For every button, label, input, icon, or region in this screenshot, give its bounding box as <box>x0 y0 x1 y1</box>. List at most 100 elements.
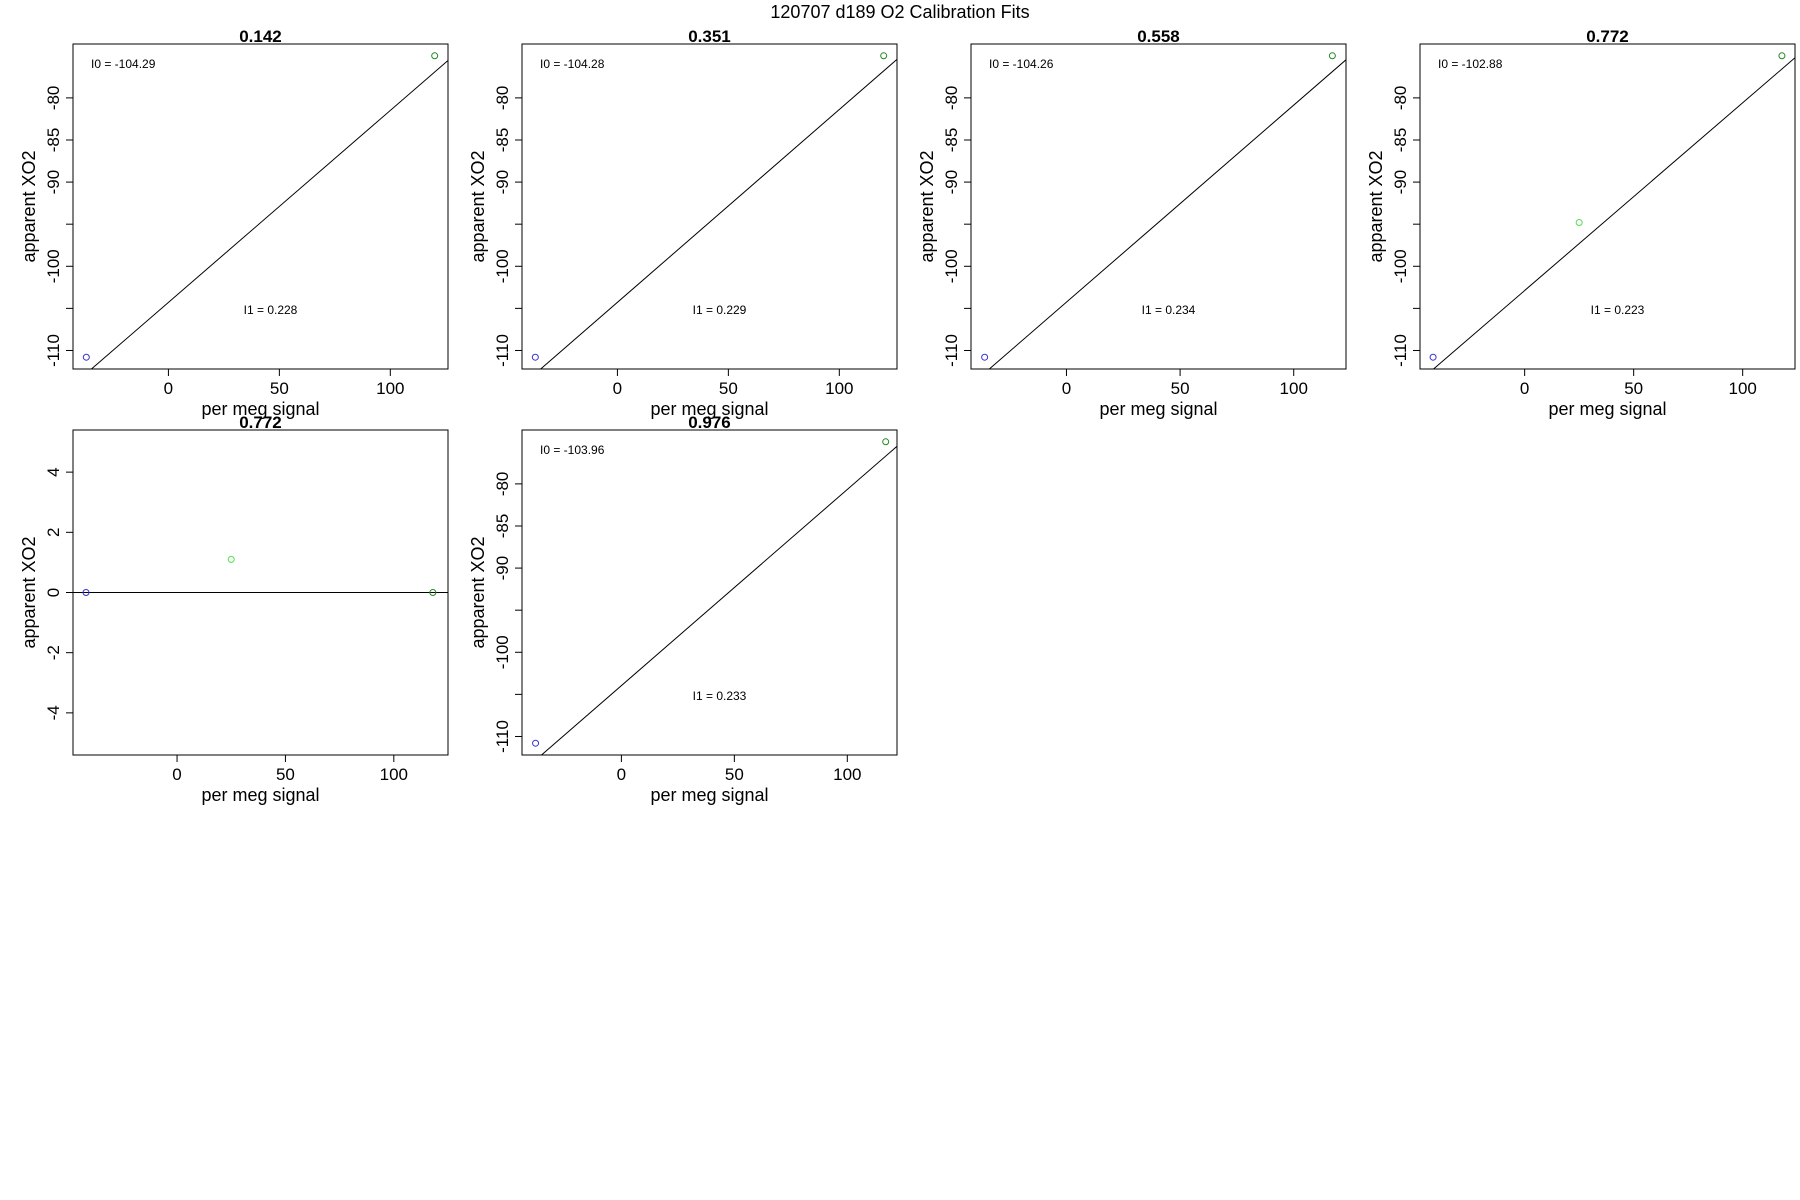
y-tick-label: -2 <box>44 645 63 660</box>
y-tick-label: -85 <box>493 514 512 539</box>
x-tick-label: 100 <box>1280 379 1308 398</box>
x-tick-label: 0 <box>1520 379 1529 398</box>
y-tick-label: -100 <box>1391 249 1410 283</box>
panel-title: 0.772 <box>1586 27 1629 46</box>
y-axis-label: apparent XO2 <box>19 150 39 262</box>
plot-frame <box>521 429 898 756</box>
panel-title: 0.351 <box>688 27 731 46</box>
fit-line <box>540 445 897 755</box>
x-tick-label: 50 <box>1624 379 1643 398</box>
slope-annotation: I1 = 0.229 <box>693 303 747 317</box>
y-axis-label: apparent XO2 <box>1366 150 1386 262</box>
x-tick-label: 100 <box>1728 379 1756 398</box>
y-tick-label: 0 <box>44 588 63 597</box>
y-tick-label: -100 <box>493 635 512 669</box>
x-tick-label: 0 <box>613 379 622 398</box>
data-point <box>1575 218 1583 226</box>
slope-annotation: I1 = 0.223 <box>1591 303 1645 317</box>
data-point <box>431 52 439 60</box>
y-axis-label: apparent XO2 <box>917 150 937 262</box>
intercept-annotation: I0 = -103.96 <box>540 443 605 457</box>
y-tick-label: 4 <box>44 467 63 476</box>
y-tick-label: -110 <box>493 720 512 753</box>
y-tick-label: -90 <box>493 170 512 195</box>
figure-title: 120707 d189 O2 Calibration Fits <box>770 2 1029 22</box>
data-point <box>531 353 539 361</box>
data-point <box>880 52 888 60</box>
plot-frame <box>521 43 898 370</box>
y-tick-label: -90 <box>942 170 961 195</box>
data-point <box>532 739 540 747</box>
data-point <box>227 555 235 563</box>
x-tick-label: 50 <box>719 379 738 398</box>
y-tick-label: -90 <box>1391 170 1410 195</box>
chart-panel-2: 0.351 0 50 100 -110 -100 -90 -85 -80 per meg sign… <box>468 27 898 419</box>
intercept-annotation: I0 = -104.29 <box>91 57 156 71</box>
data-point <box>1778 52 1786 60</box>
y-tick-label: -110 <box>493 334 512 367</box>
x-tick-label: 100 <box>825 379 853 398</box>
x-tick-label: 50 <box>270 379 289 398</box>
data-point <box>429 589 437 596</box>
y-tick-label: -110 <box>1391 334 1410 367</box>
y-tick-label: 2 <box>44 528 63 537</box>
panel-title: 0.142 <box>239 27 282 46</box>
chart-panel-1: 0.142 0 50 100 -110 -100 -90 -85 -80 per meg sign… <box>19 27 449 419</box>
y-tick-label: -100 <box>942 249 961 283</box>
y-tick-label: -110 <box>942 334 961 367</box>
panel-title: 0.976 <box>688 413 731 432</box>
y-axis-label: apparent XO2 <box>468 150 488 262</box>
intercept-annotation: I0 = -104.28 <box>540 57 605 71</box>
x-axis-label: per meg signal <box>1099 399 1217 419</box>
x-axis-label: per meg signal <box>650 399 768 419</box>
data-point <box>882 438 890 446</box>
x-tick-label: 100 <box>380 765 408 784</box>
x-tick-label: 50 <box>1171 379 1190 398</box>
y-tick-label: -90 <box>493 556 512 581</box>
fit-line <box>90 60 448 369</box>
panel-title: 0.772 <box>239 413 282 432</box>
chart-panel-6: 0.976 0 50 100 -110 -100 -90 -85 -80 per meg sign… <box>468 413 898 805</box>
slope-annotation: I1 = 0.234 <box>1142 303 1196 317</box>
y-tick-label: -110 <box>44 334 63 367</box>
y-tick-label: -80 <box>44 86 63 111</box>
plot-frame <box>970 43 1347 370</box>
y-tick-label: -80 <box>493 472 512 497</box>
x-axis-label: per meg signal <box>201 785 319 805</box>
y-tick-label: -80 <box>942 86 961 111</box>
chart-panel-5: 0.772 0 50 100 -4 -2 0 2 4 per meg signal apparent… <box>19 413 449 805</box>
intercept-annotation: I0 = -102.88 <box>1438 57 1503 71</box>
x-tick-label: 0 <box>1062 379 1071 398</box>
fit-line <box>1432 57 1795 369</box>
y-tick-label: -85 <box>942 128 961 153</box>
data-point <box>1328 52 1336 60</box>
x-tick-label: 0 <box>172 765 181 784</box>
x-tick-label: 100 <box>376 379 404 398</box>
data-point <box>82 353 90 361</box>
y-tick-label: -80 <box>1391 86 1410 111</box>
x-tick-label: 0 <box>617 765 626 784</box>
plot-frame <box>1419 43 1796 370</box>
x-axis-label: per meg signal <box>201 399 319 419</box>
y-tick-label: -85 <box>44 128 63 153</box>
slope-annotation: I1 = 0.233 <box>693 689 747 703</box>
x-tick-label: 100 <box>833 765 861 784</box>
panel-title: 0.558 <box>1137 27 1180 46</box>
x-tick-label: 50 <box>276 765 295 784</box>
plot-frame <box>72 43 449 370</box>
y-tick-label: -90 <box>44 170 63 195</box>
y-tick-label: -100 <box>493 249 512 283</box>
panels-group: 0.142 0 50 100 -110 -100 -90 -85 -80 per meg sign… <box>19 27 1796 805</box>
slope-annotation: I1 = 0.228 <box>244 303 298 317</box>
chart-panel-3: 0.558 0 50 100 -110 -100 -90 -85 -80 per meg sign… <box>917 27 1347 419</box>
y-tick-label: -80 <box>493 86 512 111</box>
fit-line <box>988 59 1346 369</box>
y-tick-label: -4 <box>44 705 63 720</box>
data-point <box>1429 353 1437 361</box>
x-tick-label: 0 <box>164 379 173 398</box>
x-axis-label: per meg signal <box>650 785 768 805</box>
data-point <box>82 589 90 596</box>
y-tick-label: -85 <box>1391 128 1410 153</box>
intercept-annotation: I0 = -104.26 <box>989 57 1054 71</box>
